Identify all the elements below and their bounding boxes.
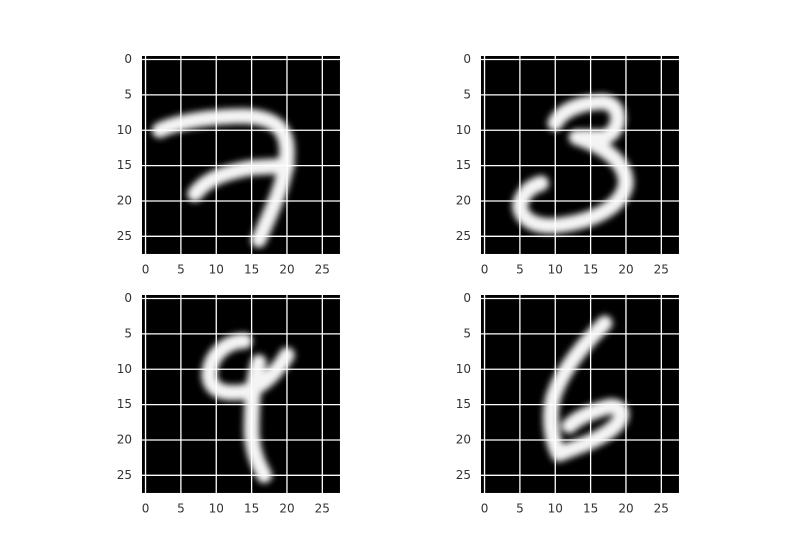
- image-background: [481, 295, 679, 493]
- stroke: [543, 315, 630, 462]
- x-tick-label: 10: [209, 502, 224, 516]
- x-tick-label: 15: [583, 502, 598, 516]
- x-tick-label: 0: [481, 502, 489, 516]
- stroke: [151, 108, 295, 248]
- y-tick-label: 5: [124, 326, 132, 340]
- y-tick-label: 25: [456, 229, 471, 243]
- y-tick-label: 15: [117, 158, 132, 172]
- x-tick-label: 20: [618, 502, 633, 516]
- y-tick-label: 10: [117, 362, 132, 376]
- image-background: [142, 56, 340, 254]
- y-tick-label: 10: [456, 123, 471, 137]
- y-tick-label: 20: [117, 432, 132, 446]
- y-tick-label: 0: [124, 291, 132, 305]
- y-tick-label: 10: [117, 123, 132, 137]
- digit-image: [142, 295, 340, 493]
- y-tick-label: 0: [124, 52, 132, 66]
- x-tick-label: 0: [142, 502, 150, 516]
- y-tick-label: 5: [463, 87, 471, 101]
- y-tick-label: 20: [117, 193, 132, 207]
- y-tick-label: 0: [463, 291, 471, 305]
- y-tick-label: 5: [463, 326, 471, 340]
- x-tick-label: 5: [177, 502, 185, 516]
- x-tick-label: 15: [244, 502, 259, 516]
- x-tick-label: 25: [654, 263, 669, 277]
- y-tick-label: 20: [456, 432, 471, 446]
- x-tick-label: 20: [279, 502, 294, 516]
- x-tick-label: 25: [654, 502, 669, 516]
- x-tick-label: 5: [177, 263, 185, 277]
- y-tick-label: 20: [456, 193, 471, 207]
- x-tick-label: 25: [315, 502, 330, 516]
- digit-image: [481, 56, 679, 254]
- digit-image: [481, 295, 679, 493]
- x-tick-label: 0: [481, 263, 489, 277]
- y-tick-label: 15: [456, 397, 471, 411]
- y-tick-label: 5: [124, 87, 132, 101]
- x-tick-label: 15: [244, 263, 259, 277]
- y-tick-label: 25: [117, 229, 132, 243]
- digit-image: [142, 56, 340, 254]
- y-tick-label: 15: [456, 158, 471, 172]
- x-tick-label: 25: [315, 263, 330, 277]
- x-tick-label: 20: [618, 263, 633, 277]
- x-tick-label: 10: [548, 502, 563, 516]
- y-tick-label: 25: [117, 468, 132, 482]
- x-tick-label: 10: [209, 263, 224, 277]
- x-tick-label: 5: [516, 263, 524, 277]
- x-tick-label: 15: [583, 263, 598, 277]
- y-tick-label: 15: [117, 397, 132, 411]
- y-tick-label: 25: [456, 468, 471, 482]
- x-tick-label: 20: [279, 263, 294, 277]
- y-tick-label: 0: [463, 52, 471, 66]
- x-tick-label: 10: [548, 263, 563, 277]
- x-tick-label: 0: [142, 263, 150, 277]
- y-tick-label: 10: [456, 362, 471, 376]
- stroke: [201, 333, 295, 401]
- x-tick-label: 5: [516, 502, 524, 516]
